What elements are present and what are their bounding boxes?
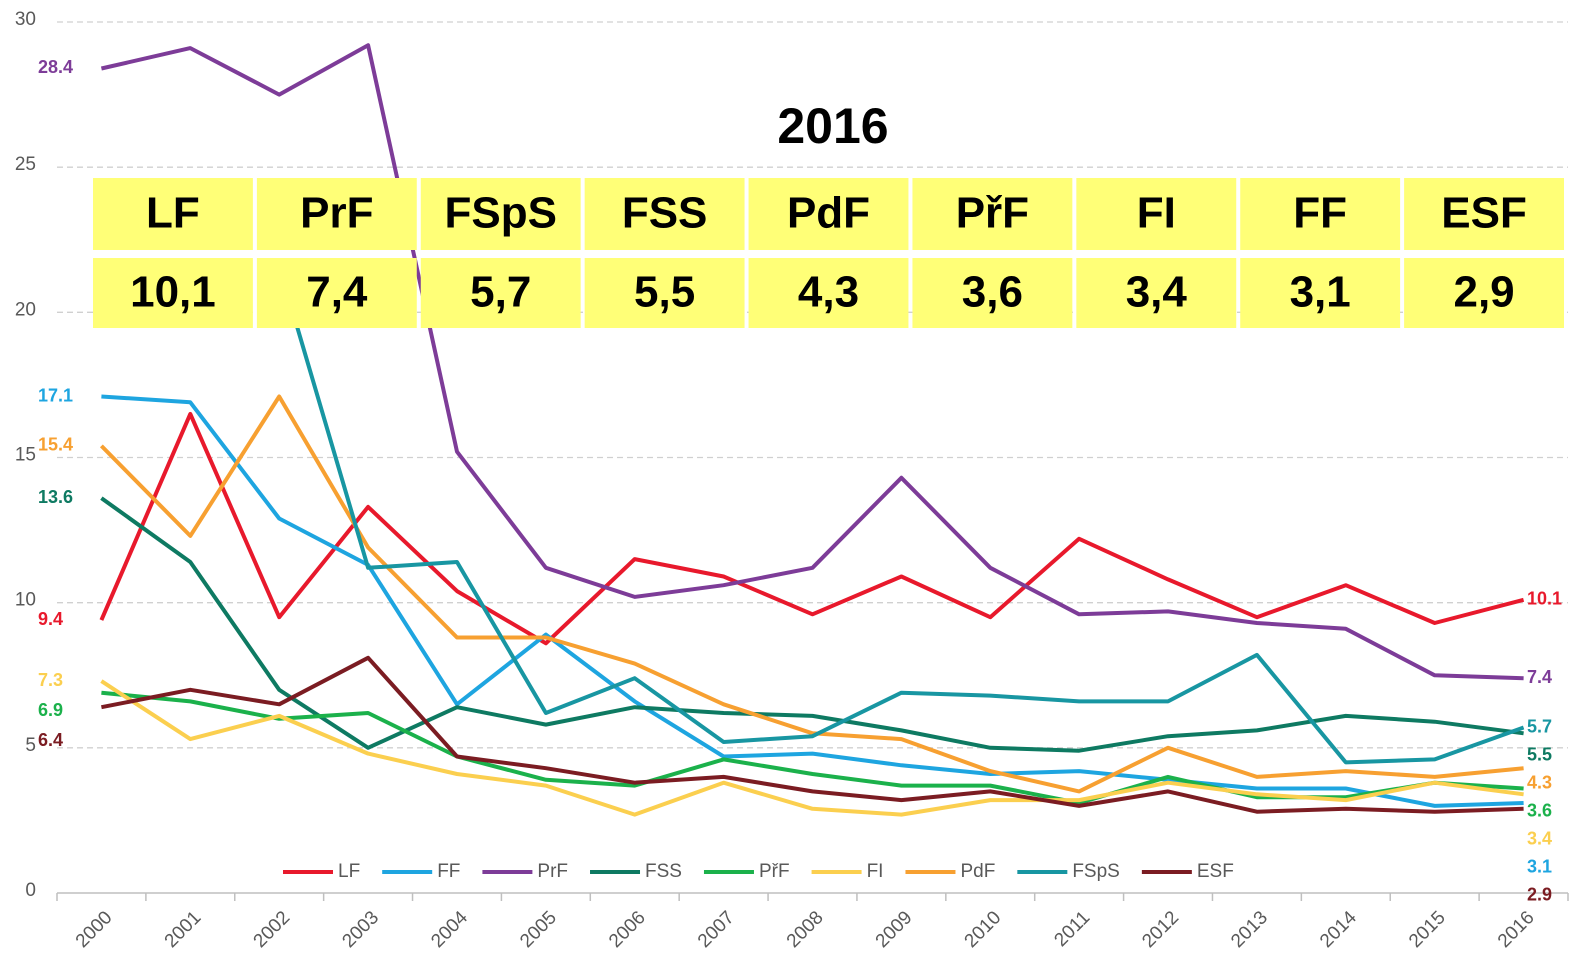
x-tick-label: 2009 <box>872 907 917 952</box>
table-cell-text: FI <box>1137 189 1176 238</box>
table-cell <box>420 178 581 250</box>
data-label: 28.4 <box>38 57 73 77</box>
table-cell <box>256 178 417 250</box>
y-tick-label: 20 <box>15 299 36 320</box>
table-cell-text: 3,6 <box>962 268 1023 317</box>
table-cell-text: 5,7 <box>470 268 531 317</box>
x-tick-label: 2013 <box>1227 907 1272 952</box>
data-label: 3.6 <box>1527 800 1552 820</box>
x-tick-label: 2012 <box>1138 907 1183 952</box>
table-cell <box>1076 178 1237 250</box>
legend-label: ESF <box>1197 861 1234 882</box>
data-label: 6.9 <box>38 700 63 720</box>
table-cell <box>1240 178 1401 250</box>
legend-label: PrF <box>537 861 568 882</box>
table-cell-text: PdF <box>787 189 870 238</box>
table-cell-text: 4,3 <box>798 268 859 317</box>
data-label: 5.5 <box>1527 744 1552 764</box>
series-line <box>99 411 1525 646</box>
x-tick-label: 2001 <box>161 907 206 952</box>
series-line <box>100 679 1524 817</box>
table-cell-text: PřF <box>956 189 1029 238</box>
data-label: 3.1 <box>1527 856 1552 876</box>
table-cell-text: 3,4 <box>1126 268 1188 317</box>
table-cell <box>256 258 417 328</box>
series-line <box>101 655 1524 814</box>
table-cell <box>1240 258 1401 328</box>
x-tick-label: 2010 <box>961 907 1006 952</box>
table-cell <box>1076 258 1237 328</box>
table-cell-text: FSpS <box>444 189 556 238</box>
legend-label: PdF <box>960 861 995 882</box>
table-cell <box>748 178 909 250</box>
table-cell <box>93 258 253 328</box>
table-cell-text: 7,4 <box>306 268 368 317</box>
x-tick-label: 2003 <box>338 907 383 952</box>
legend-label: LF <box>338 861 360 882</box>
x-tick-label: 2004 <box>427 907 472 952</box>
table-cell <box>93 178 253 250</box>
series-line <box>100 496 1524 753</box>
x-tick-label: 2000 <box>72 907 117 952</box>
legend-label: PřF <box>759 861 790 882</box>
data-label: 2.9 <box>1527 884 1552 904</box>
table-cell-text: 10,1 <box>130 268 216 317</box>
data-label: 5.7 <box>1527 716 1552 736</box>
y-tick-label: 30 <box>15 9 36 30</box>
legend-label: FSpS <box>1072 861 1120 882</box>
table-cell-text: FSS <box>622 189 708 238</box>
x-tick-label: 2015 <box>1405 907 1450 952</box>
table-cell-text: LF <box>146 189 200 238</box>
table-cell-text: 3,1 <box>1290 268 1351 317</box>
y-tick-label: 5 <box>25 735 36 756</box>
series-line <box>99 394 1524 794</box>
table-cell <box>584 178 745 250</box>
legend-label: FF <box>437 861 460 882</box>
x-tick-label: 2002 <box>250 907 295 952</box>
table-cell-text: PrF <box>300 189 373 238</box>
x-tick-label: 2007 <box>694 907 739 952</box>
data-label: 10.1 <box>1527 589 1562 609</box>
y-tick-label: 25 <box>15 154 36 175</box>
table-title: 2016 <box>777 98 888 154</box>
series-line <box>277 265 1525 765</box>
table-cell <box>1404 178 1564 250</box>
x-tick-label: 2016 <box>1494 907 1539 952</box>
x-tick-label: 2005 <box>516 907 561 952</box>
table-cell <box>420 258 581 328</box>
table-cell-text: ESF <box>1441 189 1527 238</box>
table-cell <box>912 178 1073 250</box>
y-tick-label: 15 <box>15 445 36 466</box>
x-tick-label: 2014 <box>1316 907 1361 952</box>
data-label: 7.4 <box>1527 667 1552 687</box>
series-line <box>100 43 1524 681</box>
table-cell <box>748 258 909 328</box>
data-label: 17.1 <box>38 385 73 405</box>
y-tick-label: 0 <box>25 880 36 901</box>
data-label: 9.4 <box>38 609 63 629</box>
table-cell-text: 5,5 <box>634 268 695 317</box>
table-cell-text: 2,9 <box>1453 268 1514 317</box>
legend-label: FI <box>867 861 884 882</box>
x-tick-label: 2011 <box>1050 907 1094 951</box>
table-cell <box>584 258 745 328</box>
table-cell <box>1404 258 1564 328</box>
data-label: 13.6 <box>38 487 73 507</box>
legend-label: FSS <box>645 861 682 882</box>
table-cell-text: FF <box>1293 189 1347 238</box>
x-tick-label: 2006 <box>605 907 650 952</box>
data-label: 4.3 <box>1527 772 1552 792</box>
x-tick-label: 2008 <box>783 907 828 952</box>
data-label: 7.3 <box>38 670 63 690</box>
data-label: 15.4 <box>38 435 73 455</box>
table-cell <box>912 258 1073 328</box>
data-label: 6.4 <box>38 730 63 750</box>
data-label: 3.4 <box>1527 828 1552 848</box>
y-tick-label: 10 <box>15 590 36 611</box>
series-line <box>101 394 1524 808</box>
